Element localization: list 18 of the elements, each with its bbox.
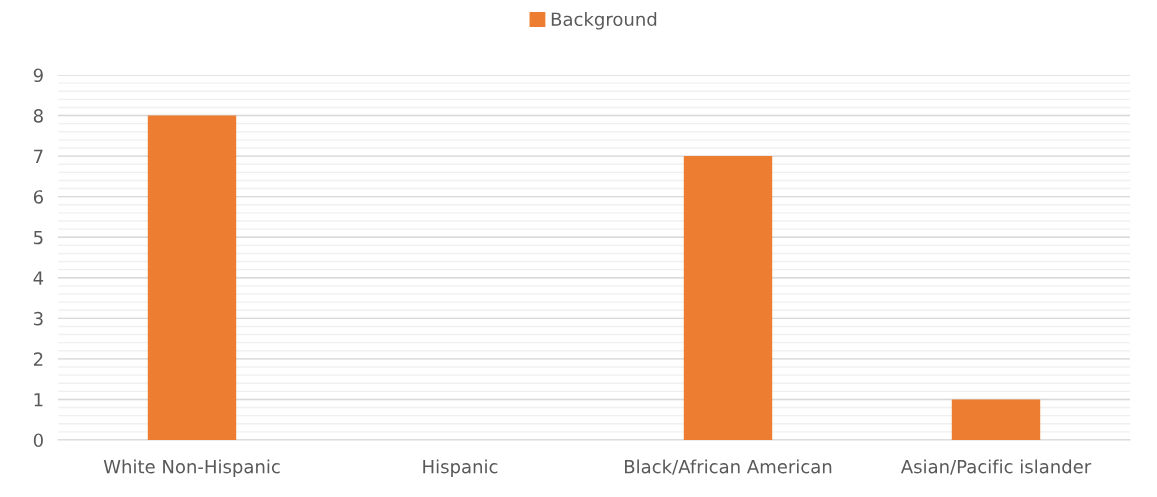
- x-tick-label: White Non-Hispanic: [103, 459, 280, 477]
- y-tick-label: 7: [34, 149, 43, 163]
- y-tick-label: 6: [33, 190, 43, 204]
- y-tick-label: 2: [33, 352, 43, 366]
- y-tick-label: 4: [33, 271, 44, 285]
- bar: [147, 115, 237, 440]
- y-tick-label: 8: [33, 109, 43, 123]
- legend-label: Background: [551, 12, 657, 30]
- x-tick-label: Black/African American: [625, 459, 832, 475]
- bar: [683, 156, 773, 440]
- y-tick-label: 3: [34, 311, 43, 326]
- x-tick-label: Hispanic: [423, 459, 498, 477]
- x-tick-label: Asian/Pacific islander: [900, 459, 1092, 475]
- y-tick-label: 1: [34, 393, 43, 407]
- y-tick-label: 5: [34, 230, 43, 245]
- bar: [951, 399, 1041, 440]
- y-tick-label: 0: [33, 433, 43, 448]
- y-tick-label: 9: [33, 68, 43, 83]
